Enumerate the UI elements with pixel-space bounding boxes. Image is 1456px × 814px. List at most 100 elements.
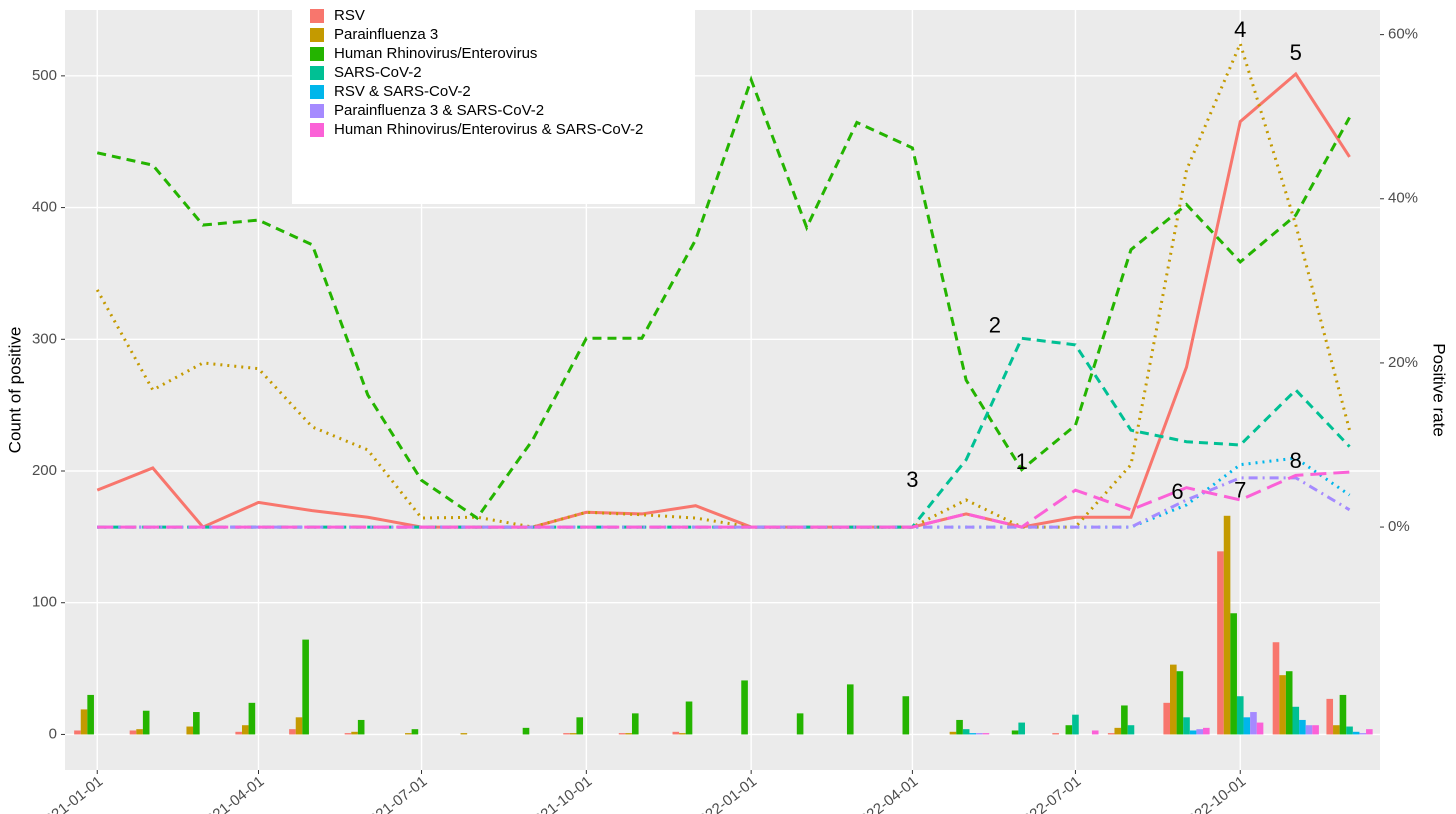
annotation: 1	[1016, 449, 1028, 474]
bar	[956, 719, 963, 735]
annotation: 3	[906, 467, 918, 492]
bar	[1312, 725, 1319, 735]
bar	[1114, 727, 1122, 735]
bar	[1346, 726, 1353, 735]
bar	[405, 733, 412, 735]
bar	[1217, 551, 1224, 735]
x-tick-label: 2021-07-01	[359, 773, 430, 814]
annotation: 8	[1290, 448, 1302, 473]
lines	[95, 39, 1351, 529]
bar	[1305, 725, 1313, 735]
y-tick-label: 0	[49, 725, 57, 742]
y-tick-label: 300	[32, 330, 57, 347]
bar	[1333, 725, 1340, 735]
bar	[1127, 725, 1135, 735]
legend-key	[310, 28, 324, 42]
bar	[1189, 730, 1197, 735]
bar	[1339, 694, 1347, 735]
bar	[248, 702, 256, 735]
x-tick-label: 2022-04-01	[850, 773, 921, 814]
rate-line	[97, 336, 1351, 529]
x-tick-label: 2021-01-01	[35, 773, 106, 814]
rate-line	[97, 470, 1350, 529]
bar	[357, 719, 365, 735]
y2-axis-title: Positive rate	[1430, 343, 1449, 437]
bar	[1170, 664, 1177, 735]
legend-key	[310, 123, 324, 137]
bar	[1183, 717, 1190, 735]
bar	[563, 733, 570, 735]
bar	[302, 639, 309, 735]
annotation: 4	[1234, 17, 1246, 42]
bar	[1072, 714, 1079, 735]
bar	[1230, 613, 1237, 735]
y-axis-title: Count of positive	[5, 327, 24, 454]
bar	[1299, 719, 1306, 735]
bar	[949, 731, 957, 735]
bar	[1279, 675, 1286, 735]
bar	[80, 709, 88, 735]
legend-key	[310, 85, 324, 99]
legend-label: Human Rhinovirus/Enterovirus	[334, 45, 537, 62]
bar	[235, 731, 242, 735]
y2-tick-label: 20%	[1388, 354, 1418, 371]
y2-tick-label: 60%	[1388, 26, 1418, 43]
bar	[1250, 712, 1257, 735]
bar	[1065, 725, 1073, 735]
bar	[1352, 731, 1360, 735]
bar	[295, 717, 303, 735]
bar	[976, 733, 983, 735]
bar	[625, 733, 632, 735]
rate-line	[97, 476, 1351, 529]
bar	[672, 731, 680, 735]
panel-background	[65, 10, 1380, 770]
bar	[351, 731, 358, 735]
bar	[1359, 733, 1367, 735]
rate-line	[96, 71, 1351, 529]
bar	[1366, 729, 1373, 735]
annotation: 5	[1290, 40, 1302, 65]
annotation: 7	[1234, 478, 1246, 503]
bar	[1196, 729, 1204, 735]
bar	[1256, 722, 1264, 735]
bar	[969, 733, 977, 735]
y2-tick-label: 40%	[1388, 190, 1418, 207]
legend-label: Parainfluenza 3	[334, 26, 438, 43]
bar	[962, 729, 970, 735]
bar	[193, 712, 200, 735]
legend-label: RSV & SARS-CoV-2	[334, 83, 471, 100]
y2-tick-label: 0%	[1388, 518, 1410, 535]
bar	[846, 684, 854, 735]
bar	[1018, 722, 1025, 735]
legend-label: Human Rhinovirus/Enterovirus & SARS-CoV-…	[334, 121, 643, 138]
rate-line	[96, 75, 1351, 521]
y-tick-label: 500	[32, 67, 57, 84]
bar	[1285, 671, 1293, 735]
bar	[241, 725, 249, 735]
bar	[796, 713, 804, 735]
x-tick-label: 2021-10-01	[524, 773, 595, 814]
bar	[74, 730, 81, 735]
bar	[1011, 730, 1019, 735]
legend: RSV Parainfluenza 3 Human Rhinovirus/Enter…	[292, 4, 695, 204]
bar	[1052, 733, 1059, 735]
bar	[522, 727, 530, 735]
bar	[618, 733, 626, 735]
x-tick-label: 2022-01-01	[689, 773, 760, 814]
bar	[1163, 702, 1171, 735]
bar	[344, 733, 352, 735]
bar	[576, 717, 584, 735]
bar	[1272, 642, 1280, 735]
bar	[1107, 733, 1115, 735]
y-tick-label: 100	[32, 594, 57, 611]
bars	[74, 515, 1373, 735]
x-tick-label: 2022-07-01	[1013, 773, 1084, 814]
legend-key	[310, 104, 324, 118]
bar	[142, 710, 150, 735]
legend-box	[292, 4, 695, 204]
bar	[1121, 705, 1128, 735]
bar	[569, 733, 577, 735]
bar	[902, 696, 910, 735]
bar	[1223, 515, 1231, 735]
